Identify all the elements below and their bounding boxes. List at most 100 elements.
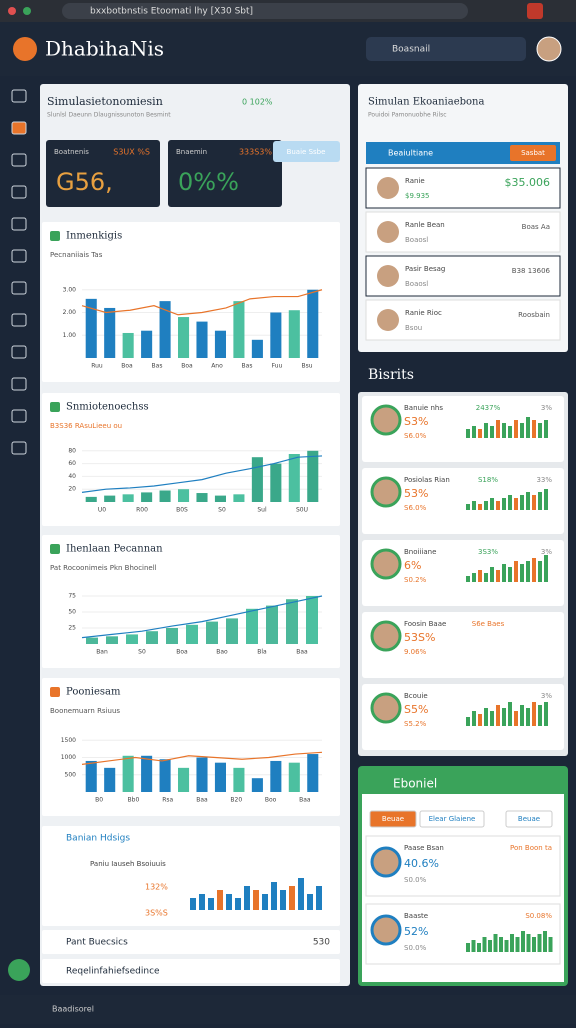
y-tick-label: 500 <box>65 771 77 778</box>
mini-title: Banian Hdsigs <box>66 834 130 844</box>
card-right: 3S3% <box>478 548 498 556</box>
nav-icon[interactable] <box>11 377 27 391</box>
bar <box>270 312 282 358</box>
x-tick-label: Bao <box>216 649 228 656</box>
nav-icon[interactable] <box>11 441 27 455</box>
bar <box>214 762 226 792</box>
nav-icon[interactable] <box>11 153 27 167</box>
nav-icon[interactable] <box>11 345 27 359</box>
chart-card <box>42 535 340 668</box>
bar <box>104 767 116 792</box>
x-tick-label: R00 <box>136 507 148 514</box>
nav-icon[interactable] <box>11 121 27 135</box>
bisrit-card <box>362 540 564 606</box>
x-tick-label: Bas <box>152 363 163 370</box>
bar <box>508 567 512 582</box>
trend-line <box>81 455 323 493</box>
bar <box>85 760 97 792</box>
bar <box>217 890 223 910</box>
bar <box>484 573 488 582</box>
item-sub: Bsou <box>405 324 422 332</box>
chart-title: Snmiotenoechss <box>66 402 149 413</box>
right-title: Simulan Ekoaniaebona <box>368 97 484 108</box>
item-name: Ranie <box>405 177 425 185</box>
x-tick-label: S0 <box>218 507 226 514</box>
item-name: Baaste <box>404 912 428 920</box>
nav-icon[interactable] <box>11 89 27 103</box>
bar <box>526 417 530 438</box>
nav-icon[interactable] <box>11 249 27 263</box>
bar <box>472 573 476 582</box>
close[interactable] <box>527 3 543 19</box>
bar <box>316 886 322 910</box>
chart-subtitle: Pat Rocoonimeis Pkn Bhocinell <box>50 564 157 572</box>
bar <box>307 894 313 910</box>
bisrits-title: Bisrits <box>368 367 414 383</box>
bar <box>543 931 547 952</box>
tab-button[interactable] <box>510 145 556 161</box>
tab-button-label: Sasbat <box>521 149 545 157</box>
row-label: Reqelinfahiefsedince <box>66 967 160 977</box>
bar <box>484 708 488 726</box>
x-tick-label: Sul <box>257 507 267 514</box>
bisrit-card <box>362 684 564 750</box>
bar <box>544 555 548 582</box>
card-right2: 3% <box>541 404 552 412</box>
avatar <box>370 692 402 724</box>
bar <box>196 321 208 358</box>
bisrit-card <box>362 468 564 534</box>
bar <box>544 702 548 726</box>
bar <box>85 298 97 358</box>
item-sub: S0.0% <box>404 944 427 952</box>
bar <box>496 705 500 726</box>
bar <box>178 317 190 358</box>
card-pct: 6% <box>404 559 421 572</box>
nav-icon[interactable] <box>11 409 27 423</box>
x-tick-label: Boa <box>181 363 193 370</box>
item-right: S0.08% <box>525 912 552 920</box>
bar <box>515 937 520 952</box>
avatar <box>370 404 402 436</box>
summary-button[interactable] <box>273 141 340 162</box>
y-tick-label: 40 <box>68 473 76 480</box>
nav-icon[interactable] <box>11 313 27 327</box>
bar <box>482 937 487 952</box>
trend-line <box>81 595 323 639</box>
nav-fab[interactable] <box>8 959 30 981</box>
bar <box>532 937 536 952</box>
summary-title: Simulasietonomiesin <box>47 95 163 108</box>
card-button[interactable] <box>505 810 553 828</box>
bar <box>214 495 226 502</box>
card-button[interactable] <box>369 810 417 828</box>
url-box[interactable] <box>62 3 468 19</box>
row-value: 530 <box>313 938 330 948</box>
nav-icon[interactable] <box>11 281 27 295</box>
nav-icon[interactable] <box>11 185 27 199</box>
bar <box>532 558 536 582</box>
chart-subtitle: B3S36 RAsuLieeu ou <box>50 422 122 430</box>
bar <box>244 886 250 910</box>
card-name: Bnoiiiane <box>404 548 436 556</box>
nav-icon[interactable] <box>11 217 27 231</box>
bar <box>478 570 482 582</box>
bar <box>490 498 494 510</box>
bar <box>544 420 548 438</box>
search-box[interactable] <box>366 37 526 61</box>
bar <box>520 495 524 510</box>
bar <box>466 717 470 726</box>
row-label: Pant Buecsics <box>66 938 128 948</box>
card-button-label: Beuae <box>518 815 540 823</box>
item-name: Ranle Bean <box>405 221 445 229</box>
bar <box>502 564 506 582</box>
bar <box>490 567 494 582</box>
avatar[interactable] <box>536 36 562 62</box>
x-tick-label: Fuu <box>272 363 283 370</box>
chart-subtitle: Pecnaniiais Tas <box>50 251 103 259</box>
card-button[interactable] <box>419 810 485 828</box>
bar <box>196 493 208 502</box>
bar <box>526 708 530 726</box>
bar <box>288 762 300 792</box>
avatar <box>377 221 399 243</box>
avatar <box>370 846 402 878</box>
stat-value: 0%% <box>178 168 239 196</box>
